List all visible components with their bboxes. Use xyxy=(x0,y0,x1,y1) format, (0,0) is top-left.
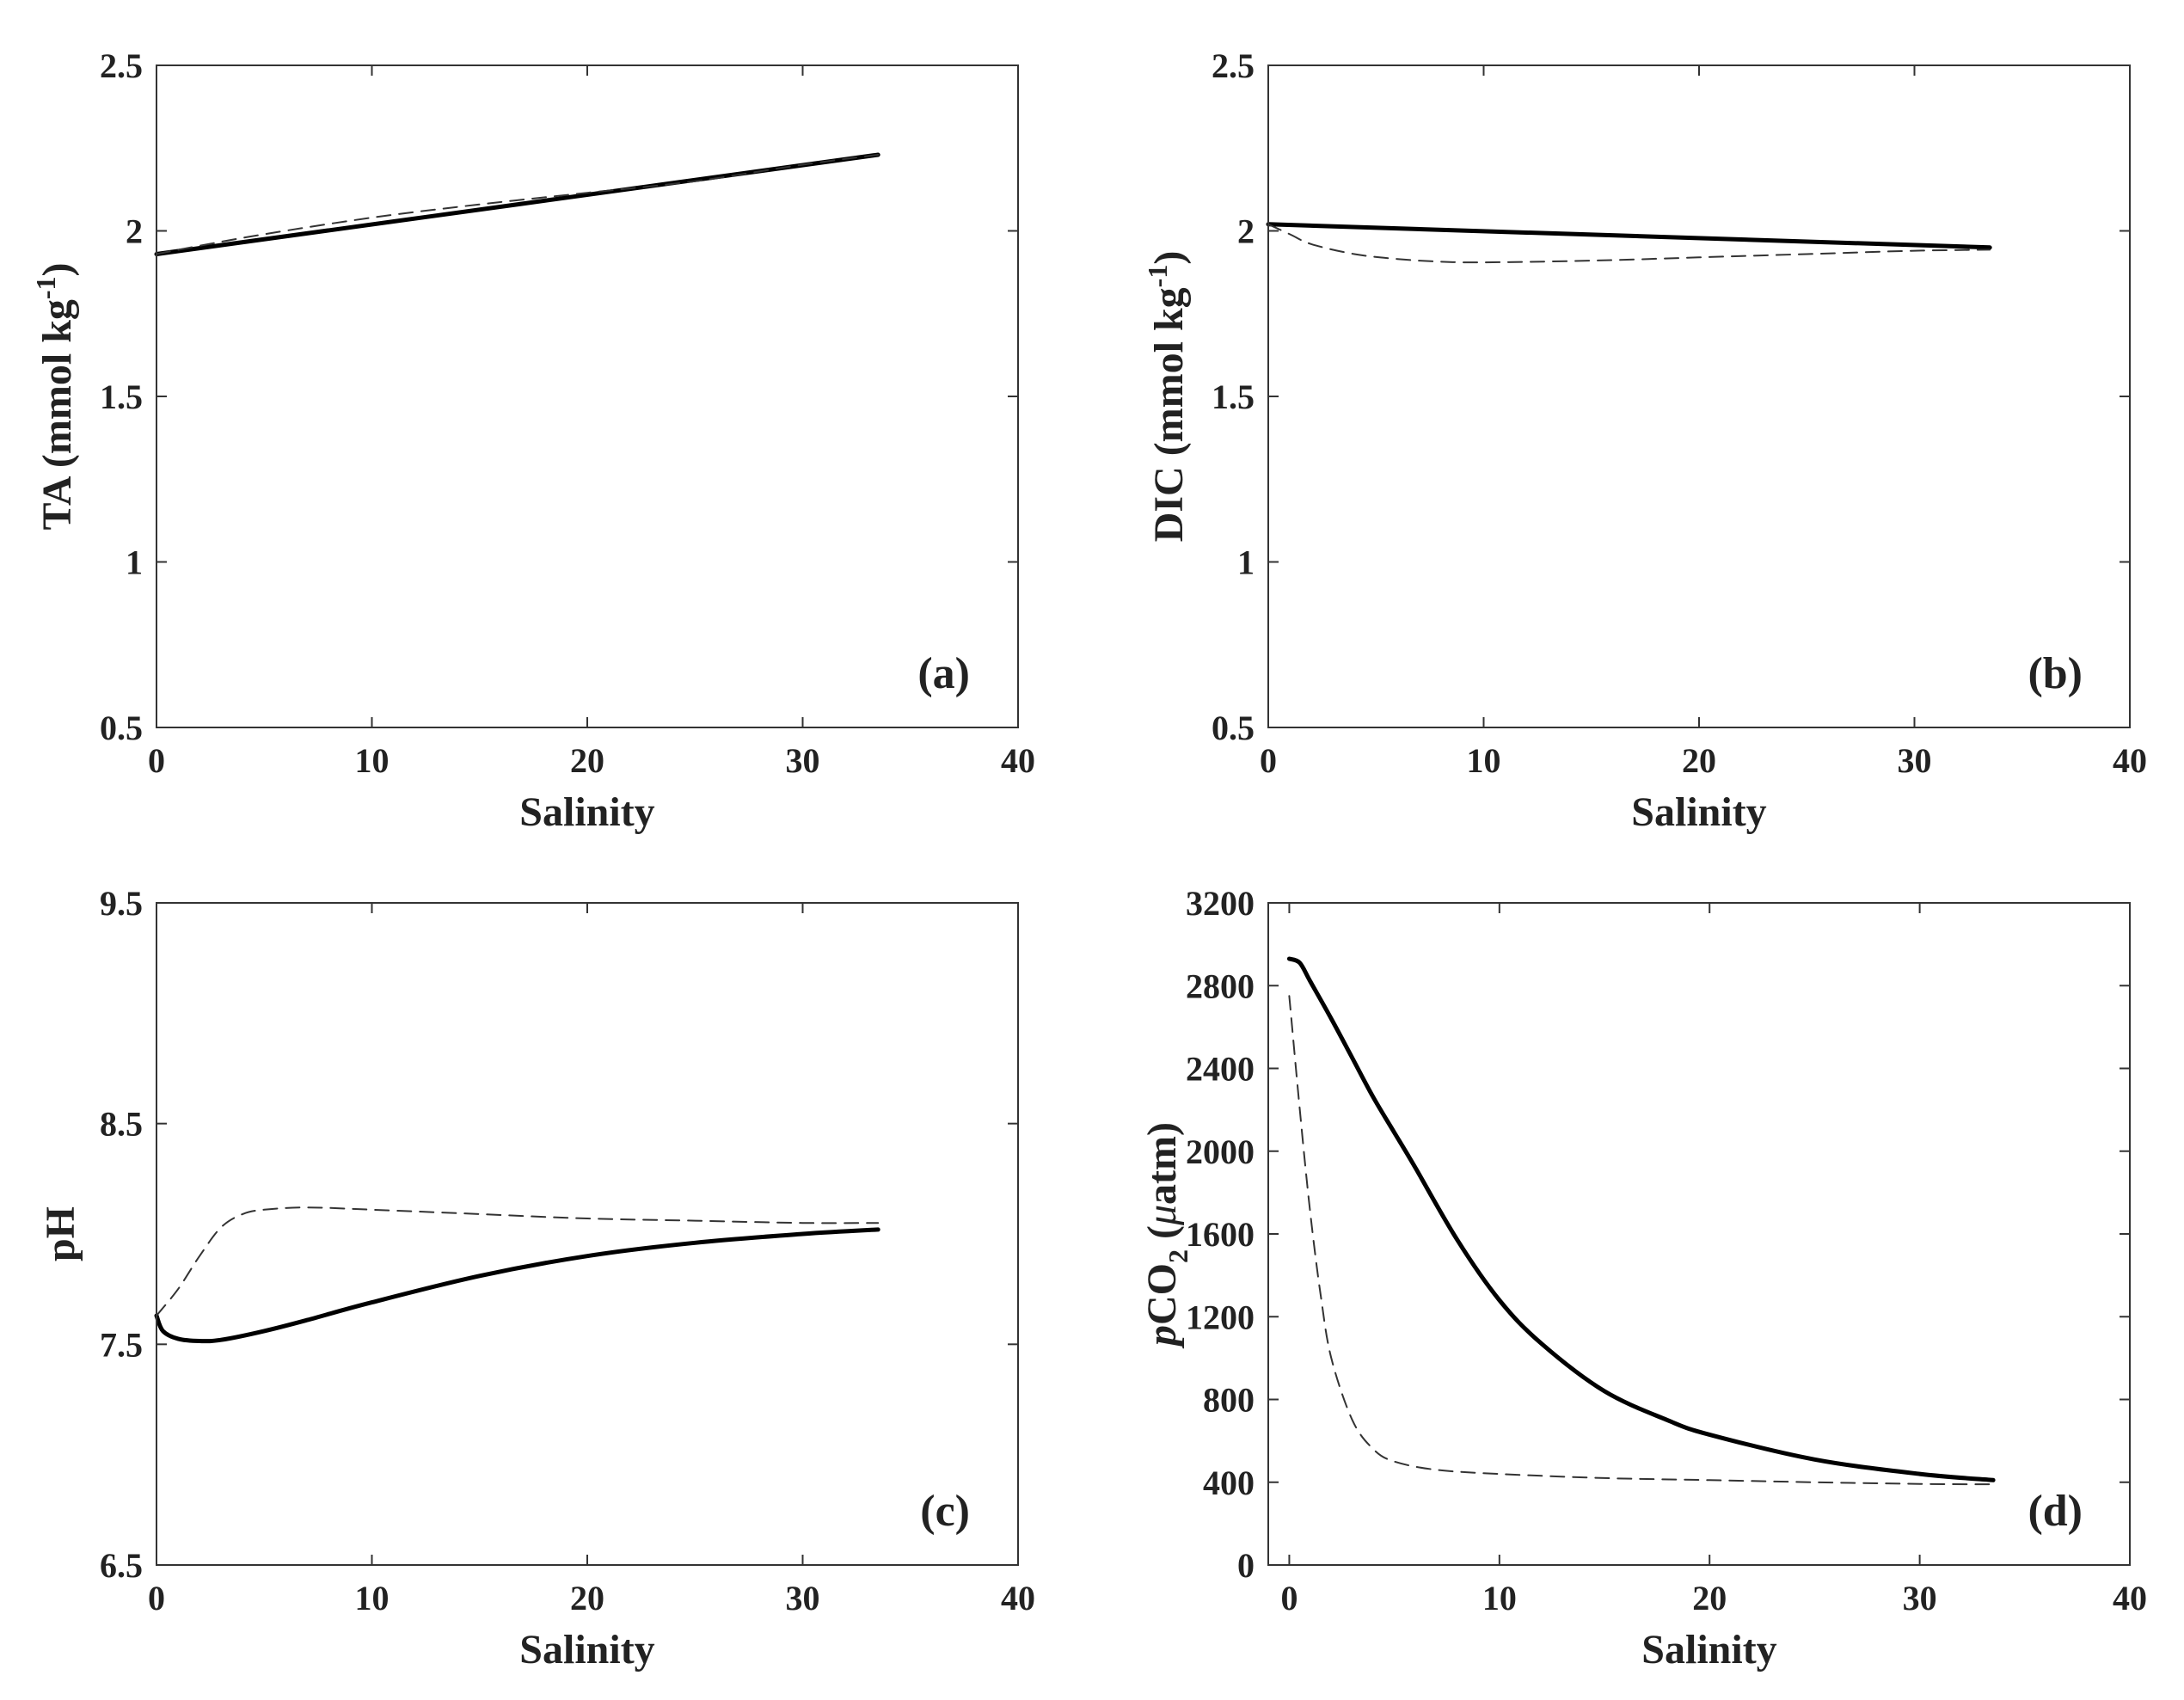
panel-c-xlabel: Salinity xyxy=(519,1627,654,1672)
panel-a-plot xyxy=(154,152,880,256)
panel-c-series-dashed xyxy=(156,1206,880,1316)
panel-d-ylabel: pCO2 (μatm) xyxy=(1139,1122,1193,1349)
panel-d-ytick-label: 0 xyxy=(1237,1546,1255,1585)
panel-c-xtick-label: 20 xyxy=(570,1579,604,1617)
panel-d: 0 10 20 30 400400800120016002000240028003200… xyxy=(1139,884,2147,1672)
panel-c-xtick-label: 10 xyxy=(355,1579,390,1617)
panel-b-ytick-label: 2.5 xyxy=(1212,46,1255,85)
panel-b-xtick-label: 0 xyxy=(1260,741,1277,780)
panel-a-ytick-label: 2.5 xyxy=(100,46,143,85)
panel-d-ytick-label: 1600 xyxy=(1186,1215,1255,1254)
panel-b-xtick-label: 30 xyxy=(1898,741,1932,780)
panel-a-xtick-label: 20 xyxy=(570,741,604,780)
panel-a-ylabel: TA (mmol kg-1) xyxy=(30,262,80,530)
panel-a-ylabel-main: TA (mmol kg xyxy=(34,299,80,530)
panel-c-plot xyxy=(154,1206,880,1344)
panel-d-ytick-label: 2400 xyxy=(1186,1050,1255,1089)
panel-d-ylabel-mu: μ xyxy=(1139,1205,1185,1226)
panel-a-ticks: 0 10 20 30 40 0.5 1 1.5 2 2.5 xyxy=(100,46,1035,780)
panel-d-series-solid xyxy=(1286,956,1996,1482)
panel-a-xtick-label: 40 xyxy=(1001,741,1035,780)
panel-c-series-solid xyxy=(154,1227,880,1344)
panel-a-xtick-label: 30 xyxy=(786,741,820,780)
panel-b-xtick-label: 20 xyxy=(1682,741,1716,780)
panel-d-xtick-label: 20 xyxy=(1692,1579,1727,1617)
panel-b-series-dashed xyxy=(1267,223,1991,264)
panel-d-ytick-label: 400 xyxy=(1203,1464,1255,1502)
panel-a-ylabel-tail: ) xyxy=(34,262,80,276)
panel-c-ytick-label: 6.5 xyxy=(100,1546,143,1585)
panel-d-tag: (d) xyxy=(2028,1487,2083,1536)
panel-c-xtick-label: 0 xyxy=(148,1579,165,1617)
panel-d-ylabel-tail: ( xyxy=(1139,1225,1185,1249)
panel-c-ticks: 0 10 20 30 40 6.5 7.5 8.5 9.5 xyxy=(100,884,1035,1617)
panel-a-tag: (a) xyxy=(917,649,970,698)
panel-b-ylabel-main: DIC (mmol kg xyxy=(1146,287,1192,542)
panel-a-ylabel-sup: -1 xyxy=(30,276,61,299)
panel-d-ylabel-prefix: p xyxy=(1139,1325,1185,1349)
panel-b-ytick-label: 1 xyxy=(1237,543,1255,582)
panel-c-ytick-label: 7.5 xyxy=(100,1325,143,1364)
panel-c-ytick-label: 8.5 xyxy=(100,1105,143,1144)
panel-d-ylabel-main: CO xyxy=(1139,1263,1185,1325)
panel-b-ytick-label: 2 xyxy=(1237,212,1255,251)
panel-d-xtick-label: 30 xyxy=(1903,1579,1937,1617)
panel-a: 0 10 20 30 40 0.5 1 1.5 2 2.5 Salinity TA (mmol k… xyxy=(30,46,1035,835)
panel-b-ylabel: DIC (mmol kg-1) xyxy=(1142,251,1192,543)
panel-a-xtick-label: 0 xyxy=(148,741,165,780)
panel-b: 0 10 20 30 40 0.5 1 1.5 2 2.5 Salinity DIC (mmol … xyxy=(1142,46,2147,835)
panel-d-series-dashed xyxy=(1288,995,1995,1486)
panel-b-xtick-label: 10 xyxy=(1467,741,1501,780)
panel-b-xtick-label: 40 xyxy=(2113,741,2147,780)
panel-a-ytick-label: 0.5 xyxy=(100,709,143,747)
panel-c-ylabel-main: pH xyxy=(38,1206,83,1261)
panel-b-plot xyxy=(1266,222,1992,264)
panel-a-ytick-label: 2 xyxy=(126,212,143,251)
panel-c-ylabel: pH xyxy=(38,1206,83,1261)
panel-b-tag: (b) xyxy=(2028,649,2083,698)
panel-b-xlabel: Salinity xyxy=(1631,789,1766,835)
panel-d-xlabel: Salinity xyxy=(1641,1627,1776,1672)
panel-d-plot xyxy=(1286,956,1996,1486)
panel-a-ytick-label: 1.5 xyxy=(100,377,143,416)
panel-a-series-dashed xyxy=(156,154,880,255)
panel-b-ytick-label: 0.5 xyxy=(1212,709,1255,747)
panel-d-xtick-label: 10 xyxy=(1482,1579,1517,1617)
panel-c-tag: (c) xyxy=(920,1487,970,1536)
panel-d-ytick-label: 800 xyxy=(1203,1381,1255,1420)
panel-b-series-solid xyxy=(1266,222,1992,250)
panel-c-xtick-label: 30 xyxy=(786,1579,820,1617)
panel-d-ytick-label: 2000 xyxy=(1186,1132,1255,1171)
panel-a-xtick-label: 10 xyxy=(355,741,390,780)
panel-c: 0 10 20 30 40 6.5 7.5 8.5 9.5 Salinity pH (c) xyxy=(38,884,1035,1672)
panel-b-ytick-label: 1.5 xyxy=(1212,377,1255,416)
panel-c-xtick-label: 40 xyxy=(1001,1579,1035,1617)
panel-b-ylabel-tail: ) xyxy=(1146,251,1192,265)
panel-d-xtick-label: 0 xyxy=(1280,1579,1298,1617)
panel-d-ytick-label: 3200 xyxy=(1186,884,1255,923)
panel-a-ytick-label: 1 xyxy=(126,543,143,582)
panel-a-xlabel: Salinity xyxy=(519,789,654,835)
panel-d-xtick-label: 40 xyxy=(2113,1579,2147,1617)
panel-d-ylabel-unit: atm) xyxy=(1139,1122,1185,1205)
panel-d-ytick-label: 1200 xyxy=(1186,1298,1255,1336)
panel-d-ytick-label: 2800 xyxy=(1186,967,1255,1005)
panel-b-ticks: 0 10 20 30 40 0.5 1 1.5 2 2.5 xyxy=(1212,46,2147,780)
panel-b-ylabel-sup: -1 xyxy=(1142,265,1173,288)
panel-c-ytick-label: 9.5 xyxy=(100,884,143,923)
panel-d-ylabel-sub: 2 xyxy=(1163,1249,1193,1263)
